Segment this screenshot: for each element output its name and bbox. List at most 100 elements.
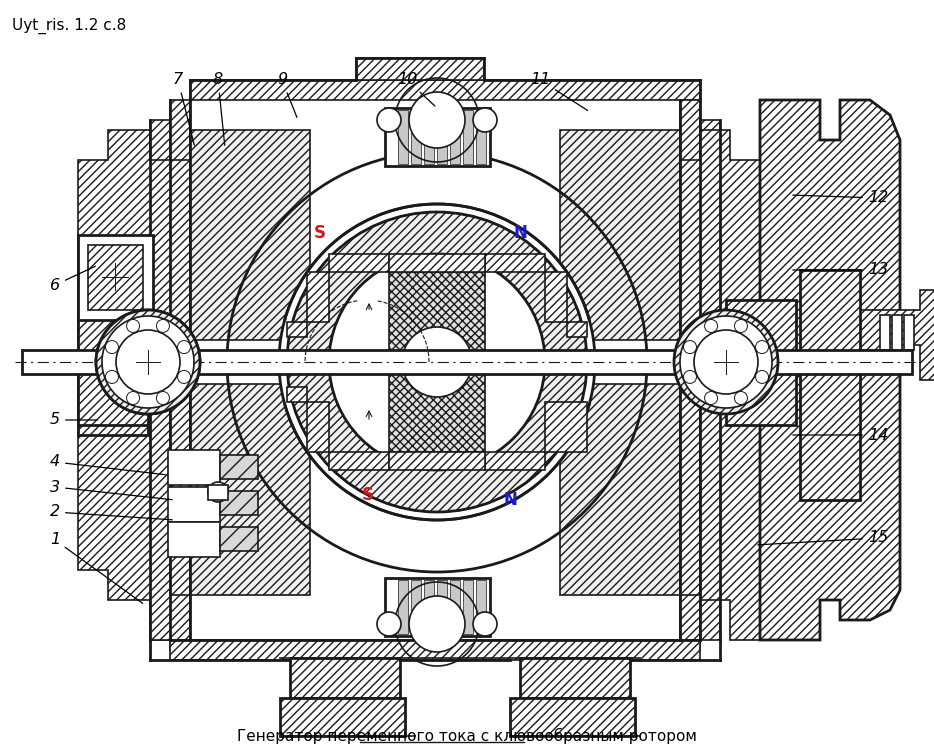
Bar bbox=[78, 300, 148, 425]
Polygon shape bbox=[78, 290, 148, 435]
Text: 10: 10 bbox=[397, 72, 435, 106]
Bar bbox=[290, 658, 400, 698]
Bar bbox=[220, 455, 258, 479]
Polygon shape bbox=[208, 485, 228, 500]
Bar bbox=[398, 110, 408, 164]
Text: 6: 6 bbox=[50, 266, 95, 293]
Circle shape bbox=[409, 596, 465, 652]
Circle shape bbox=[684, 341, 697, 353]
Bar bbox=[463, 580, 473, 634]
Bar bbox=[450, 110, 460, 164]
Text: S: S bbox=[314, 224, 326, 242]
Circle shape bbox=[127, 392, 139, 405]
Circle shape bbox=[106, 371, 119, 384]
Polygon shape bbox=[150, 120, 170, 640]
Bar bbox=[437, 580, 447, 634]
Circle shape bbox=[287, 212, 587, 512]
Bar bbox=[520, 658, 630, 698]
Bar bbox=[411, 110, 421, 164]
Circle shape bbox=[96, 310, 200, 414]
Bar bbox=[476, 110, 486, 164]
Bar bbox=[78, 235, 153, 320]
Text: N: N bbox=[503, 491, 517, 509]
Circle shape bbox=[734, 392, 747, 405]
Circle shape bbox=[377, 108, 401, 132]
Bar bbox=[168, 450, 220, 485]
Polygon shape bbox=[560, 384, 680, 595]
Bar bbox=[389, 452, 485, 470]
Text: 12: 12 bbox=[793, 190, 888, 205]
Circle shape bbox=[734, 320, 747, 332]
Polygon shape bbox=[190, 384, 310, 595]
Bar bbox=[220, 527, 258, 551]
Text: 4: 4 bbox=[50, 454, 165, 475]
Bar bbox=[280, 698, 405, 736]
Bar bbox=[476, 580, 486, 634]
Bar bbox=[437, 110, 447, 164]
Circle shape bbox=[756, 371, 769, 384]
Circle shape bbox=[177, 341, 191, 353]
Polygon shape bbox=[560, 130, 680, 340]
Bar bbox=[22, 350, 912, 374]
Circle shape bbox=[127, 320, 139, 332]
Circle shape bbox=[208, 482, 228, 502]
Text: 14: 14 bbox=[793, 427, 888, 442]
Bar bbox=[411, 580, 421, 634]
Circle shape bbox=[694, 330, 758, 394]
Bar bbox=[800, 270, 860, 500]
Circle shape bbox=[756, 341, 769, 353]
Bar bbox=[424, 110, 434, 164]
Bar bbox=[463, 110, 473, 164]
Polygon shape bbox=[700, 120, 720, 640]
Polygon shape bbox=[287, 387, 389, 470]
Polygon shape bbox=[485, 254, 587, 337]
Circle shape bbox=[680, 316, 772, 408]
Polygon shape bbox=[287, 254, 389, 337]
Circle shape bbox=[156, 392, 169, 405]
Text: 8: 8 bbox=[213, 72, 225, 145]
Circle shape bbox=[102, 316, 194, 408]
Bar bbox=[892, 315, 902, 350]
Circle shape bbox=[106, 341, 119, 353]
Bar bbox=[168, 522, 220, 557]
Polygon shape bbox=[680, 130, 760, 640]
Bar bbox=[450, 580, 460, 634]
Circle shape bbox=[156, 320, 169, 332]
Polygon shape bbox=[170, 100, 190, 650]
Polygon shape bbox=[78, 130, 190, 640]
Bar bbox=[385, 578, 490, 636]
Text: S: S bbox=[362, 486, 374, 504]
Bar bbox=[904, 315, 914, 350]
Text: N: N bbox=[513, 224, 527, 242]
Text: 15: 15 bbox=[757, 530, 888, 545]
Text: 1: 1 bbox=[50, 532, 143, 603]
Circle shape bbox=[329, 254, 545, 470]
Polygon shape bbox=[190, 130, 310, 340]
Circle shape bbox=[684, 371, 697, 384]
Circle shape bbox=[279, 204, 595, 520]
Circle shape bbox=[96, 310, 200, 414]
Polygon shape bbox=[860, 290, 934, 380]
Circle shape bbox=[473, 612, 497, 636]
Circle shape bbox=[402, 327, 472, 397]
Bar bbox=[88, 245, 143, 310]
Circle shape bbox=[377, 612, 401, 636]
Text: 5: 5 bbox=[50, 413, 97, 427]
Polygon shape bbox=[356, 58, 484, 80]
Text: Генератор переменного тока с клювообразным ротором: Генератор переменного тока с клювообразн… bbox=[237, 728, 697, 744]
Circle shape bbox=[116, 330, 180, 394]
Polygon shape bbox=[170, 640, 700, 660]
Bar bbox=[168, 487, 220, 522]
Text: Uyt_ris. 1.2 с.8: Uyt_ris. 1.2 с.8 bbox=[12, 18, 126, 34]
Polygon shape bbox=[760, 100, 900, 640]
Bar bbox=[389, 254, 485, 272]
Text: 9: 9 bbox=[277, 72, 297, 117]
Bar bbox=[385, 108, 490, 166]
Circle shape bbox=[409, 92, 465, 148]
Bar bbox=[880, 315, 890, 350]
Bar bbox=[398, 580, 408, 634]
Circle shape bbox=[704, 320, 717, 332]
Bar bbox=[220, 491, 258, 515]
Polygon shape bbox=[680, 100, 700, 650]
Bar bbox=[726, 300, 796, 425]
